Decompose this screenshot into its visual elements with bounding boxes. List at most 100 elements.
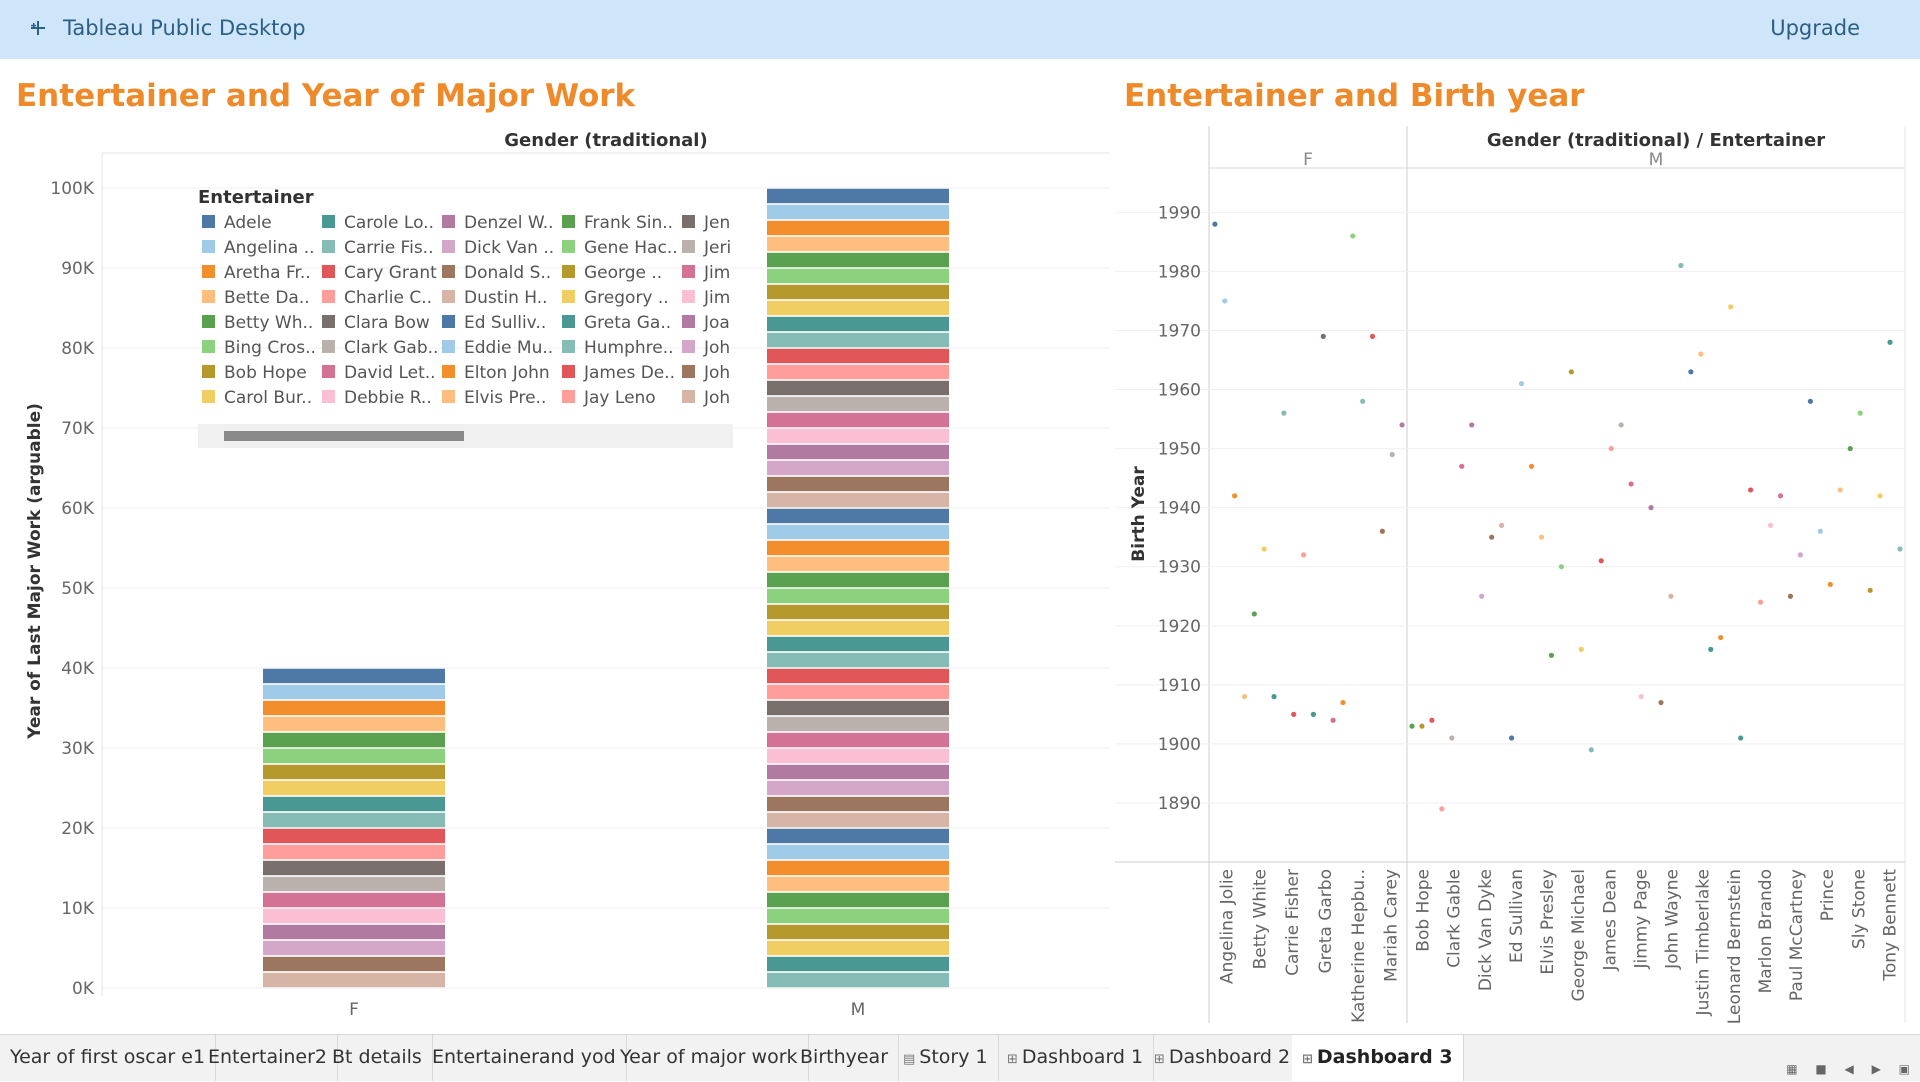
bar-segment[interactable] [767, 556, 949, 572]
bar-segment[interactable] [263, 812, 445, 828]
bar-segment[interactable] [767, 428, 949, 444]
legend-item[interactable]: Greta Ga.. [562, 313, 671, 333]
scatter-point[interactable] [1897, 546, 1903, 552]
bar-segment[interactable] [767, 236, 949, 252]
legend-item[interactable]: Dick Van .. [442, 238, 554, 258]
legend-item[interactable]: Gene Hac.. [562, 238, 678, 258]
scatter-point[interactable] [1528, 463, 1535, 469]
legend-item[interactable]: Carole Lo.. [322, 213, 434, 233]
legend-item[interactable]: Jim [682, 288, 730, 308]
scatter-point[interactable] [1241, 694, 1248, 700]
scatter-point[interactable] [1827, 581, 1833, 588]
legend-item[interactable]: Joh [682, 363, 730, 383]
legend-item[interactable]: Jen [682, 213, 730, 233]
bar-segment[interactable] [767, 716, 949, 732]
scatter-point[interactable] [1787, 593, 1794, 599]
scatter-point[interactable] [1518, 381, 1525, 387]
scatter-point[interactable] [1271, 694, 1277, 700]
scatter-point[interactable] [1469, 422, 1475, 428]
bar-segment[interactable] [767, 828, 949, 844]
bar-segment[interactable] [767, 204, 949, 220]
scatter-point[interactable] [1618, 422, 1624, 428]
bar-segment[interactable] [767, 284, 949, 300]
legend-item[interactable]: Betty Wh.. [202, 313, 313, 333]
scatter-point[interactable] [1310, 711, 1317, 717]
bar-segment[interactable] [263, 700, 445, 716]
scatter-point[interactable] [1429, 717, 1435, 723]
bar-segment[interactable] [263, 876, 445, 892]
legend-item[interactable]: Donald S.. [442, 263, 551, 283]
bar-segment[interactable] [767, 636, 949, 652]
legend-item[interactable]: George .. [562, 263, 662, 283]
tab-year-of-major-work[interactable]: Year of major work [610, 1035, 809, 1081]
bar-segment[interactable] [767, 700, 949, 716]
bar-segment[interactable] [767, 796, 949, 812]
scatter-point[interactable] [1708, 646, 1714, 652]
bar-segment[interactable] [263, 908, 445, 924]
bar-segment[interactable] [263, 924, 445, 940]
scatter-point[interactable] [1648, 505, 1654, 511]
bar-segment[interactable] [263, 764, 445, 780]
prev-sheet-icon[interactable]: ◀ [1844, 1062, 1854, 1076]
grid-view-icon[interactable]: ▦ [1786, 1062, 1798, 1076]
scatter-point[interactable] [1499, 522, 1505, 528]
bar-segment[interactable] [767, 412, 949, 428]
scatter-point[interactable] [1867, 587, 1873, 593]
bar-segment[interactable] [767, 572, 949, 588]
scatter-point[interactable] [1212, 221, 1218, 227]
bar-segment[interactable] [767, 476, 949, 492]
bar-segment[interactable] [263, 716, 445, 732]
scatter-point[interactable] [1658, 699, 1664, 706]
bar-segment[interactable] [767, 812, 949, 828]
entertainer-legend[interactable]: Entertainer Adele Angelina .. Aretha Fr.. B… [198, 187, 733, 448]
bar-segment[interactable] [767, 972, 949, 988]
bar-segment[interactable] [767, 588, 949, 604]
scatter-point[interactable] [1678, 262, 1684, 269]
bar-segment[interactable] [767, 188, 949, 204]
bar-segment[interactable] [263, 892, 445, 908]
legend-item[interactable]: Clara Bow [322, 313, 430, 333]
bar-segment[interactable] [767, 380, 949, 396]
tab-year-of-first-oscar-e1[interactable]: Year of first oscar e1 [0, 1035, 217, 1081]
scatter-point[interactable] [1718, 634, 1724, 641]
scatter-point[interactable] [1439, 806, 1445, 812]
legend-item[interactable]: Bob Hope [202, 363, 307, 383]
bar-segment[interactable] [263, 732, 445, 748]
filmstrip-icon[interactable]: ■ [1815, 1062, 1827, 1076]
scatter-point[interactable] [1568, 369, 1574, 375]
scatter-point[interactable] [1399, 422, 1405, 428]
scatter-point[interactable] [1261, 546, 1267, 552]
bar-segment[interactable] [767, 348, 949, 364]
legend-item[interactable]: Bette Da.. [202, 288, 310, 308]
legend-item[interactable]: Jay Leno [562, 388, 656, 408]
bar-segment[interactable] [767, 300, 949, 316]
scatter-point[interactable] [1578, 646, 1584, 652]
bar-segment[interactable] [767, 748, 949, 764]
tab-entertainerand-yod[interactable]: Entertainerand yod [422, 1035, 627, 1081]
scatter-point[interactable] [1628, 481, 1634, 487]
upgrade-link[interactable]: Upgrade [1770, 16, 1860, 40]
legend-item[interactable]: Carrie Fis.. [322, 238, 433, 258]
scatter-point[interactable] [1479, 593, 1485, 599]
scatter-point[interactable] [1608, 445, 1614, 452]
bar-segment[interactable] [263, 684, 445, 700]
bar-segment[interactable] [767, 844, 949, 860]
bar-segment[interactable] [767, 492, 949, 508]
legend-item[interactable]: Eddie Mu.. [442, 338, 553, 358]
legend-item[interactable]: David Let.. [322, 363, 436, 383]
scatter-point[interactable] [1222, 298, 1228, 304]
legend-item[interactable]: Dustin H.. [442, 288, 548, 308]
scatter-point[interactable] [1548, 652, 1555, 658]
scatter-point[interactable] [1668, 593, 1674, 599]
bar-segment[interactable] [767, 220, 949, 236]
scatter-point[interactable] [1598, 558, 1604, 564]
scatter-point[interactable] [1688, 369, 1694, 375]
legend-item[interactable]: Humphre.. [562, 338, 674, 358]
legend-item[interactable]: Cary Grant [322, 263, 437, 283]
scatter-point[interactable] [1251, 611, 1257, 617]
scatter-point[interactable] [1807, 398, 1813, 404]
scatter-point[interactable] [1232, 493, 1238, 499]
bar-segment[interactable] [767, 924, 949, 940]
tab-birthyear[interactable]: Birthyear [790, 1035, 900, 1081]
scatter-point[interactable] [1738, 735, 1744, 741]
